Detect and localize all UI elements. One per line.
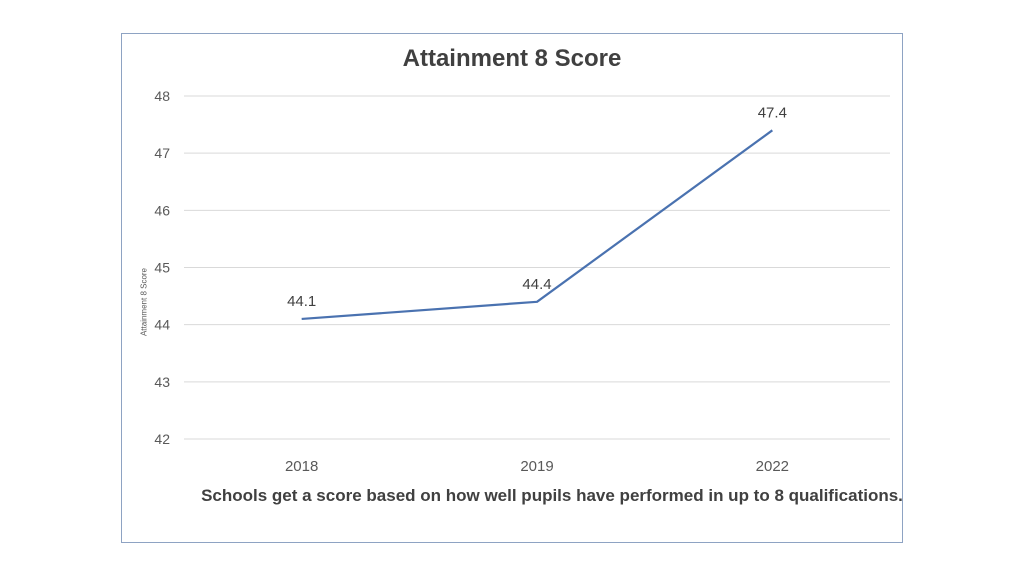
y-tick-label-43: 43 [154,374,170,390]
data-label-2019: 44.4 [522,276,551,293]
y-tick-label-48: 48 [154,88,170,104]
y-tick-label-47: 47 [154,145,170,161]
chart-title: Attainment 8 Score [402,45,622,72]
x-tick-label-2018: 2018 [285,458,318,475]
y-tick-label-45: 45 [154,260,170,276]
line-chart: 42 43 44 45 46 47 48 2018 2019 2022 44.1 44.4 47.4 [154,88,890,475]
x-tick-label-2019: 2019 [520,458,553,475]
y-tick-label-44: 44 [154,317,170,333]
series-line-0 [301,129,773,321]
y-tick-label-42: 42 [154,431,170,447]
data-label-2018: 44.1 [287,293,316,310]
data-label-2022: 47.4 [758,104,787,121]
y-tick-label-46: 46 [154,202,170,218]
chart-frame: Attainment 8 Score Attainment 8 Score 42… [121,33,903,543]
chart-caption: Schools get a score based on how well pu… [201,486,903,505]
x-tick-label-2022: 2022 [756,458,789,475]
